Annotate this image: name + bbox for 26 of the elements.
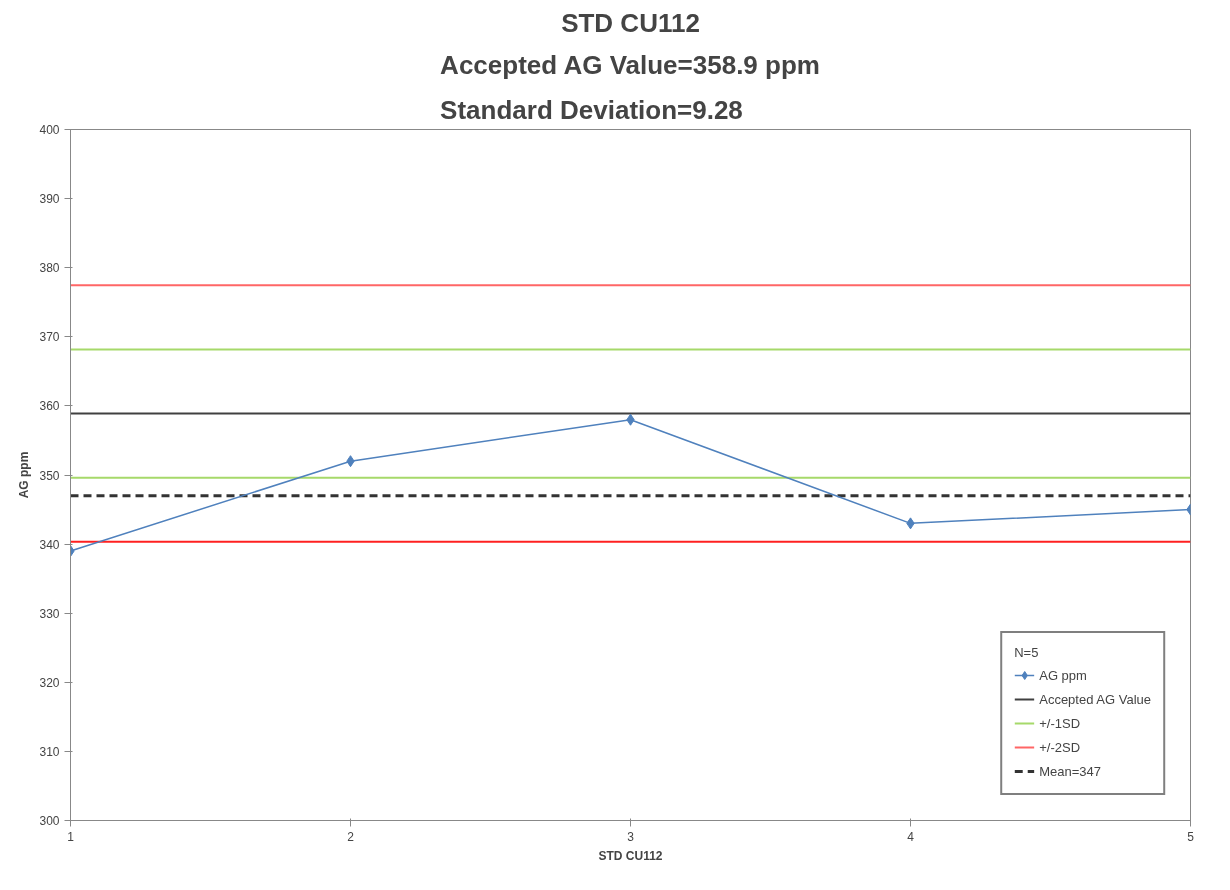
y-tick-label: 350 [39, 468, 60, 483]
chart-title: STD CU112 [561, 7, 700, 38]
y-tick-label: 370 [39, 330, 60, 345]
y-tick-label: 390 [39, 192, 60, 207]
y-tick-label: 300 [39, 814, 60, 828]
x-tick-label: 3 [627, 829, 635, 844]
y-tick-label: 320 [39, 675, 60, 690]
chart-subtitle: Accepted AG Value=358.9 ppm Standard Deviation=9.28 [440, 49, 820, 125]
legend-label: +/-2SD [1039, 739, 1081, 755]
legend-label: +/-1SD [1039, 715, 1081, 731]
y-tick-label: 400 [39, 123, 60, 137]
y-tick-label: 360 [39, 399, 60, 414]
legend-label: AG ppm [1039, 667, 1087, 683]
y-axis-title: AG ppm [17, 451, 32, 499]
x-tick-label: 1 [67, 829, 75, 844]
y-tick-label: 310 [39, 744, 60, 759]
x-tick-label: 5 [1187, 829, 1195, 844]
y-tick-label: 380 [39, 261, 60, 276]
x-tick-label: 4 [907, 829, 915, 844]
x-axis-title: STD CU112 [598, 848, 663, 863]
y-tick-label: 340 [39, 537, 60, 552]
legend-label: Mean=347 [1039, 763, 1102, 779]
x-tick-label: 2 [347, 829, 355, 844]
legend-title: N=5 [1014, 645, 1040, 660]
legend-label: Accepted AG Value [1039, 691, 1151, 707]
y-tick-label: 330 [39, 606, 60, 621]
